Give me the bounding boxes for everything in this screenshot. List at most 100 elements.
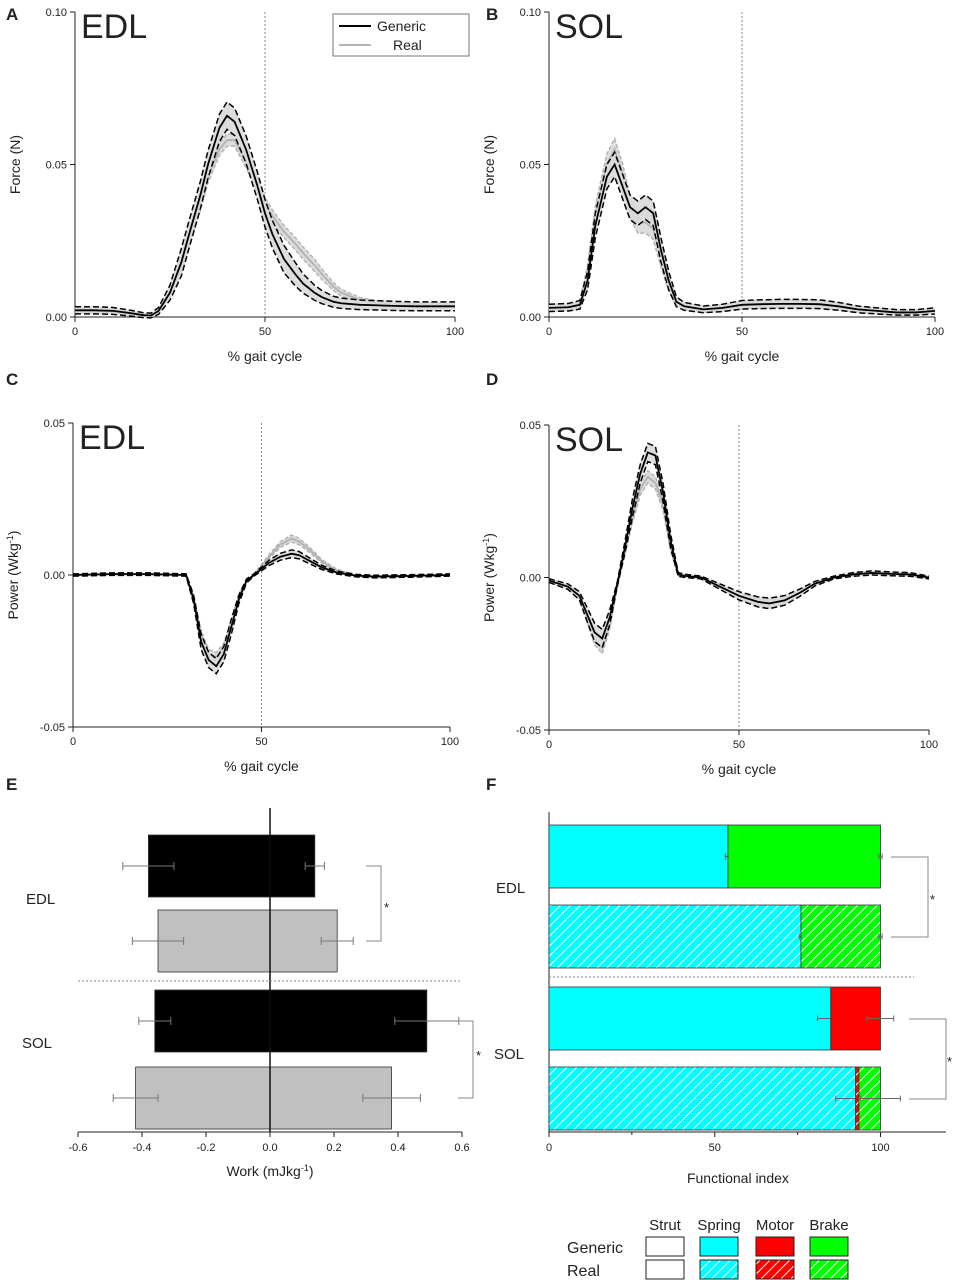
x-tick-label: 0.0 [262,1142,277,1154]
x-tick-label: 0.6 [454,1142,469,1154]
y-tick-label: 0.00 [520,573,541,585]
significance-bracket [366,865,382,942]
bar-edl-real [157,909,338,973]
segment-edl-real-brake [800,904,881,969]
legend-swatch-generic-spring [699,1236,739,1257]
series-line-generic [72,552,451,668]
category-label-sol: SOL [22,1035,52,1052]
significance-bracket [909,1018,947,1100]
legend-swatch-generic-brake [809,1236,849,1257]
band-upper-generic [75,100,455,314]
legend-swatch-real-strut [645,1259,685,1280]
y-axis-label: Power (Wkg-1) [5,531,21,620]
segment-edl-real-spring [548,904,802,969]
panel-title: EDL [79,419,145,457]
segment-edl-generic-spring [548,824,729,889]
significance-bracket [891,856,929,938]
band-upper-real [548,469,930,644]
x-tick-label: -0.6 [69,1142,88,1154]
functional-legend: Strut Spring Motor Brake Generic Real [567,1217,849,1280]
band-lower-generic [75,128,455,319]
panel-d-sol-power: 0 50 100 -0.05 0.00 0.05 % gait cycle Power (Wk… [481,420,938,777]
bar-sol-generic [154,989,428,1053]
panel-f-functional-index: 0 50 100 Functional index EDL SOL * * [494,812,952,1186]
x-axis-label: % gait cycle [228,348,303,364]
x-axis-label: % gait cycle [702,761,777,777]
legend-column-motor: Motor [756,1217,794,1234]
x-tick-label: 0 [546,739,552,751]
legend-column-spring: Spring [697,1217,740,1234]
x-tick-label: 50 [709,1142,721,1154]
y-axis-label: Power (Wkg-1) [481,533,497,622]
legend-box [332,13,470,57]
legend-column-strut: Strut [649,1217,682,1234]
y-tick-label: 0.10 [520,7,541,19]
significance-star: * [930,892,935,907]
band-lower-real [75,145,456,318]
y-tick-label: 0.05 [520,160,541,172]
segment-sol-real-spring [548,1066,857,1131]
legend-swatch-generic-strut [645,1236,685,1257]
x-tick-label: 0.4 [390,1142,405,1154]
panel-b-sol-force: 0 50 100 0.00 0.05 0.10 % gait cycle Force (N) S… [481,7,944,364]
series-line-generic [548,451,930,640]
panel-letter-a: A [6,5,18,24]
x-tick-label: 0 [546,326,552,338]
x-tick-label: 0 [70,736,76,748]
segment-sol-real-motor [855,1066,860,1131]
x-tick-label: 100 [920,739,938,751]
y-tick-label: -0.05 [40,722,65,734]
y-tick-label: 0.05 [46,160,67,172]
legend-label-generic: Generic [377,18,426,34]
series-line-generic [75,114,455,317]
legend-swatch-real-motor [755,1259,795,1280]
legend-label-real: Real [393,37,422,53]
panel-e-work-bars: -0.6 -0.4 -0.2 0.0 0.2 0.4 0.6 Work (mJkg-1) EDL… [22,808,481,1179]
significance-bracket [458,1020,474,1099]
panel-title: EDL [81,8,147,46]
x-axis-label: Work (mJkg-1) [226,1163,313,1179]
x-tick-label: 50 [259,326,271,338]
panel-title: SOL [555,421,623,459]
panel-letter-b: B [486,5,498,24]
panel-letter-d: D [486,370,498,389]
y-tick-label: 0.00 [44,570,65,582]
x-tick-label: -0.2 [197,1142,216,1154]
x-tick-label: 100 [441,736,459,748]
bar-sol-real [135,1066,393,1130]
x-tick-label: 50 [733,739,745,751]
band-lower-generic [548,175,936,316]
significance-star: * [384,900,389,915]
x-tick-label: 100 [871,1142,889,1154]
x-axis-label: % gait cycle [705,348,780,364]
significance-star: * [476,1048,481,1063]
legend-column-brake: Brake [809,1217,848,1234]
x-axis-label: Functional index [687,1170,789,1186]
y-tick-label: 0.00 [46,312,67,324]
panel-c-edl-power: 0 50 100 -0.05 0.00 0.05 % gait cycle Power (Wk… [5,418,459,774]
x-axis-label: % gait cycle [224,758,299,774]
y-tick-label: 0.05 [520,420,541,432]
band-real [73,535,450,662]
series-line-generic [548,162,936,314]
x-tick-label: 0 [72,326,78,338]
y-tick-label: 0.00 [520,312,541,324]
panel-letter-e: E [6,775,17,794]
x-tick-label: 50 [736,326,748,338]
category-label-edl: EDL [26,891,55,908]
segment-sol-generic-spring [548,986,832,1051]
significance-star: * [947,1054,952,1069]
panel-letter-c: C [6,370,18,389]
x-tick-label: 100 [926,326,944,338]
x-tick-label: -0.4 [133,1142,152,1154]
category-label-sol: SOL [494,1046,524,1063]
band-lower-generic [72,556,451,675]
segment-edl-generic-brake [727,824,881,889]
legend-row-real: Real [567,1263,600,1280]
x-tick-label: 50 [255,736,267,748]
panel-letter-f: F [486,775,496,794]
x-tick-label: 0.2 [326,1142,341,1154]
x-tick-label: 0 [546,1142,552,1154]
y-tick-label: 0.10 [46,7,67,19]
